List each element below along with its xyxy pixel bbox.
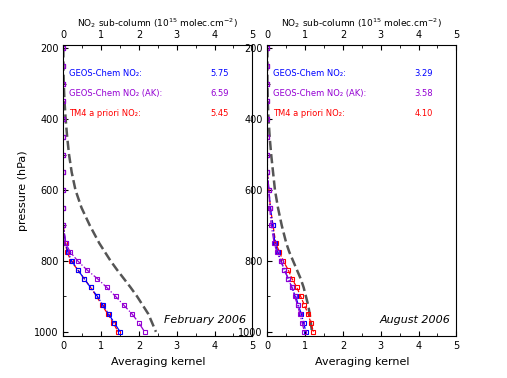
Text: GEOS-Chem NO₂ (AK):: GEOS-Chem NO₂ (AK): [69, 89, 162, 98]
Text: TM4 a priori NO₂:: TM4 a priori NO₂: [69, 109, 141, 118]
Text: 5.75: 5.75 [211, 69, 229, 77]
X-axis label: Averaging kernel: Averaging kernel [111, 357, 205, 367]
Text: GEOS-Chem NO₂:: GEOS-Chem NO₂: [273, 69, 346, 77]
Text: 4.10: 4.10 [415, 109, 433, 118]
X-axis label: Averaging kernel: Averaging kernel [315, 357, 409, 367]
Text: 5.45: 5.45 [211, 109, 229, 118]
Text: 6.59: 6.59 [211, 89, 229, 98]
Text: TM4 a priori NO₂:: TM4 a priori NO₂: [273, 109, 345, 118]
Text: 3.58: 3.58 [415, 89, 433, 98]
Y-axis label: pressure (hPa): pressure (hPa) [18, 150, 28, 231]
X-axis label: NO$_2$ sub-column (10$^{15}$ molec.cm$^{-2}$): NO$_2$ sub-column (10$^{15}$ molec.cm$^{… [281, 16, 442, 30]
Text: 3.29: 3.29 [415, 69, 433, 77]
Text: August 2006: August 2006 [380, 315, 451, 325]
Text: GEOS-Chem NO₂ (AK):: GEOS-Chem NO₂ (AK): [273, 89, 367, 98]
Text: GEOS-Chem NO₂:: GEOS-Chem NO₂: [69, 69, 142, 77]
X-axis label: NO$_2$ sub-column (10$^{15}$ molec.cm$^{-2}$): NO$_2$ sub-column (10$^{15}$ molec.cm$^{… [78, 16, 238, 30]
Text: February 2006: February 2006 [164, 315, 246, 325]
